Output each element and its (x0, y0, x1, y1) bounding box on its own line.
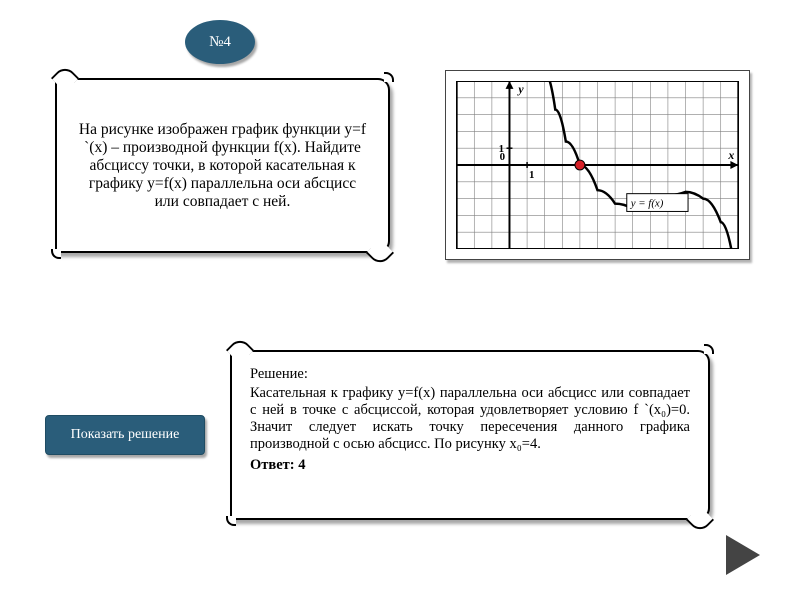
svg-text:1: 1 (499, 143, 504, 155)
solution-panel: Решение: Касательная к графику y=f(x) па… (230, 350, 710, 520)
solution-answer: Ответ: 4 (250, 457, 690, 474)
scroll-curl-icon (704, 344, 714, 354)
scroll-curl-icon (226, 516, 236, 526)
scroll-curl-icon (686, 506, 714, 534)
scroll-curl-icon (51, 64, 79, 92)
scroll-curl-icon (384, 72, 394, 82)
problem-panel: На рисунке изображен график функции y=f … (55, 78, 390, 253)
show-solution-label: Показать решение (71, 427, 180, 443)
svg-text:x: x (727, 148, 734, 162)
show-solution-button[interactable]: Показать решение (45, 415, 205, 455)
svg-text:1: 1 (529, 169, 534, 181)
next-arrow-button[interactable] (726, 535, 760, 575)
scroll-curl-icon (51, 249, 61, 259)
svg-text:y = f(x): y = f(x) (630, 198, 664, 210)
scroll-curl-icon (366, 239, 394, 267)
svg-text:y: y (516, 82, 524, 96)
solution-header: Решение: (250, 366, 690, 383)
derivative-graph-panel: yx011y = f(x) (445, 70, 750, 260)
problem-text: На рисунке изображен график функции y=f … (75, 121, 370, 211)
solution-body: Касательная к графику y=f(x) параллельна… (250, 385, 690, 453)
derivative-graph: yx011y = f(x) (456, 81, 739, 249)
scroll-curl-icon (226, 336, 254, 364)
problem-number-label: №4 (209, 34, 231, 51)
problem-number-badge: №4 (185, 20, 255, 64)
